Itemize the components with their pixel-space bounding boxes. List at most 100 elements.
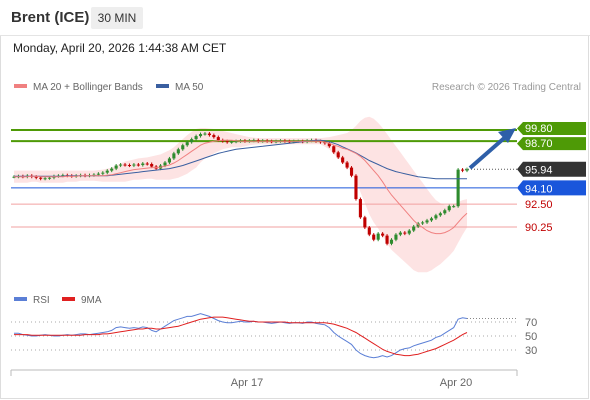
candle — [256, 140, 260, 142]
candle — [101, 172, 105, 174]
ma50-legend-label: MA 50 — [175, 82, 204, 93]
candle — [123, 164, 127, 166]
candle — [47, 177, 52, 179]
candle — [119, 164, 123, 166]
instrument-title: Brent (ICE) — [11, 9, 90, 26]
candle — [372, 234, 376, 240]
candle — [381, 233, 385, 236]
candle — [425, 220, 429, 223]
candle — [354, 175, 358, 200]
copyright-label: Research © 2026 Trading Central — [432, 82, 581, 93]
candle — [345, 162, 349, 168]
timeframe-button[interactable]: 30 MIN — [91, 7, 143, 29]
candle — [363, 217, 367, 228]
chart-datetime: Monday, April 20, 2026 1:44:38 AM CET — [13, 41, 227, 55]
price-level-label-94.10: 94.10 — [525, 183, 553, 195]
candle — [443, 210, 447, 214]
rsi-legend-label: RSI — [33, 295, 50, 306]
candle — [207, 133, 211, 136]
price-level-tag-95.94 — [517, 161, 586, 177]
ma9-legend-swatch — [62, 297, 75, 301]
candle — [403, 232, 407, 234]
price-level-label-99.80: 99.80 — [525, 123, 553, 135]
candle — [96, 173, 100, 175]
candle — [452, 206, 456, 208]
ma50-legend-swatch — [156, 84, 169, 88]
candle — [234, 141, 238, 143]
candle — [163, 162, 167, 166]
candle — [394, 234, 398, 240]
ma20-legend-swatch — [14, 84, 27, 88]
candle — [349, 167, 354, 176]
candle — [252, 140, 256, 142]
forecast-arrow — [468, 131, 512, 170]
candle — [127, 165, 132, 167]
candle — [438, 213, 442, 216]
ma9-legend-label: 9MA — [81, 295, 102, 306]
candle — [429, 218, 434, 221]
candle — [385, 235, 389, 244]
bollinger-band-fill — [14, 116, 467, 273]
candle — [212, 135, 216, 138]
candle — [92, 174, 96, 176]
candle — [136, 164, 140, 166]
rsi-tick-50: 50 — [525, 331, 537, 343]
candle — [150, 164, 154, 167]
candle — [461, 169, 465, 171]
candle — [198, 134, 203, 137]
candle — [367, 227, 371, 235]
candle — [194, 136, 198, 140]
candle — [398, 232, 402, 235]
candle — [203, 133, 207, 135]
candle — [216, 137, 220, 141]
candle — [407, 230, 411, 234]
candle — [43, 178, 47, 180]
candle — [332, 146, 336, 153]
candle — [34, 176, 38, 178]
candle — [185, 142, 189, 146]
forecast-arrow-head — [498, 128, 516, 143]
candle — [225, 141, 229, 143]
candle — [456, 169, 460, 207]
candle — [336, 152, 340, 158]
price-level-label-98.70: 98.70 — [525, 138, 553, 150]
candle — [327, 143, 331, 147]
candle — [105, 170, 109, 173]
candle — [167, 158, 171, 163]
candle — [230, 141, 234, 143]
price-level-tag-98.70 — [517, 137, 586, 151]
candle — [110, 168, 114, 171]
candle — [465, 169, 469, 171]
candle — [421, 222, 425, 224]
candle — [181, 145, 185, 150]
rsi-tick-70: 70 — [525, 317, 537, 329]
candle — [176, 149, 180, 154]
candle — [341, 157, 345, 163]
rsi-tick-30: 30 — [525, 345, 537, 357]
candle — [190, 139, 194, 143]
ma20-line — [14, 139, 468, 235]
candle — [172, 153, 176, 159]
x-tick-label: Apr 20 — [440, 377, 472, 389]
price-level-tag-99.80 — [517, 122, 586, 135]
chart-frame — [0, 36, 589, 399]
candle — [145, 163, 149, 165]
candle — [12, 176, 16, 178]
header: Brent (ICE) 30 MIN — [0, 0, 590, 36]
ma20-legend-label: MA 20 + Bollinger Bands — [33, 82, 143, 93]
candle — [114, 165, 118, 169]
candle — [358, 199, 362, 218]
candle — [447, 206, 451, 211]
candle — [141, 163, 145, 166]
candle — [412, 226, 416, 231]
candle — [389, 239, 394, 244]
price-level-label-95.94: 95.94 — [525, 165, 553, 177]
rsi-series-1 — [14, 316, 468, 357]
price-level-label-92.50: 92.50 — [525, 199, 553, 211]
candle — [39, 177, 43, 179]
candle — [132, 164, 136, 166]
x-tick-label: Apr 17 — [231, 377, 263, 389]
candle — [61, 175, 65, 177]
rsi-legend-swatch — [14, 297, 27, 301]
